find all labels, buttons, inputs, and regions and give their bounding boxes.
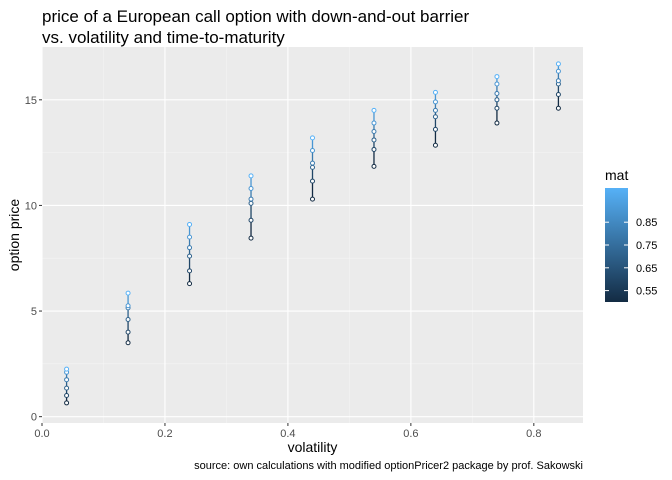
data-point <box>310 148 315 154</box>
data-point <box>371 163 377 169</box>
data-point <box>125 290 131 296</box>
data-point <box>248 217 254 223</box>
axes: 0.0 0.2 0.4 0.6 0.8 0 5 10 15 <box>25 95 542 440</box>
data-point <box>310 178 315 184</box>
data-point <box>371 146 377 152</box>
data-point <box>187 234 193 240</box>
data-point <box>187 253 193 259</box>
color-legend: mat 0.55 0.65 0.75 0.85 <box>605 167 657 302</box>
legend-label: 0.75 <box>636 240 657 252</box>
data-point <box>310 135 315 141</box>
legend-colorbar <box>605 188 628 302</box>
data-point <box>125 316 131 322</box>
data-point <box>64 393 70 399</box>
legend-label: 0.85 <box>636 217 657 229</box>
data-point <box>310 164 315 170</box>
chart-caption: source: own calculations with modified o… <box>194 460 583 472</box>
data-point <box>432 114 438 120</box>
x-tick-label: 0.8 <box>526 428 541 440</box>
data-point <box>371 128 377 134</box>
data-point <box>432 107 438 113</box>
y-tick-label: 5 <box>31 306 37 318</box>
data-point <box>64 366 70 372</box>
legend-label: 0.55 <box>636 286 657 298</box>
data-point <box>187 245 193 251</box>
grid-major <box>41 47 583 423</box>
x-tick-label: 0.6 <box>403 428 418 440</box>
data-point <box>371 107 377 113</box>
data-point <box>125 303 131 309</box>
data-marks <box>64 61 561 406</box>
data-point <box>494 81 500 87</box>
data-point <box>125 340 131 346</box>
data-point <box>494 105 500 111</box>
data-point <box>494 120 500 126</box>
data-point <box>555 92 561 98</box>
data-point <box>187 281 193 287</box>
data-point <box>64 385 70 391</box>
x-tick-label: 0.2 <box>157 428 172 440</box>
chart-title: price of a European call option with dow… <box>42 7 470 47</box>
data-point <box>555 78 561 84</box>
data-point <box>555 68 561 74</box>
data-point <box>310 196 315 202</box>
data-point <box>371 137 377 143</box>
y-axis-title: option price <box>6 199 22 272</box>
x-tick-label: 0.0 <box>34 428 49 440</box>
legend-label: 0.65 <box>636 263 657 275</box>
plot-panel <box>42 47 583 423</box>
data-point <box>310 160 315 166</box>
data-point <box>187 221 193 227</box>
x-tick-label: 0.4 <box>280 428 295 440</box>
data-point <box>248 200 254 206</box>
data-point <box>494 90 500 96</box>
data-point <box>64 400 70 406</box>
data-point <box>248 186 254 192</box>
data-point <box>187 268 193 274</box>
data-point <box>555 61 561 67</box>
y-tick-label: 10 <box>25 200 37 212</box>
data-point <box>248 196 254 202</box>
data-point <box>125 329 131 335</box>
x-axis-title: volatility <box>288 439 338 455</box>
data-point <box>432 126 438 132</box>
data-point <box>494 74 500 80</box>
data-point <box>371 120 377 126</box>
data-point <box>432 89 438 95</box>
data-point <box>64 377 70 383</box>
data-point <box>494 97 500 103</box>
data-point <box>248 235 254 241</box>
data-point <box>248 173 254 179</box>
data-point <box>432 99 438 105</box>
y-tick-label: 0 <box>31 412 37 424</box>
legend-title: mat <box>605 167 628 183</box>
y-tick-label: 15 <box>25 95 37 107</box>
data-point <box>432 142 438 148</box>
data-point <box>555 105 561 111</box>
